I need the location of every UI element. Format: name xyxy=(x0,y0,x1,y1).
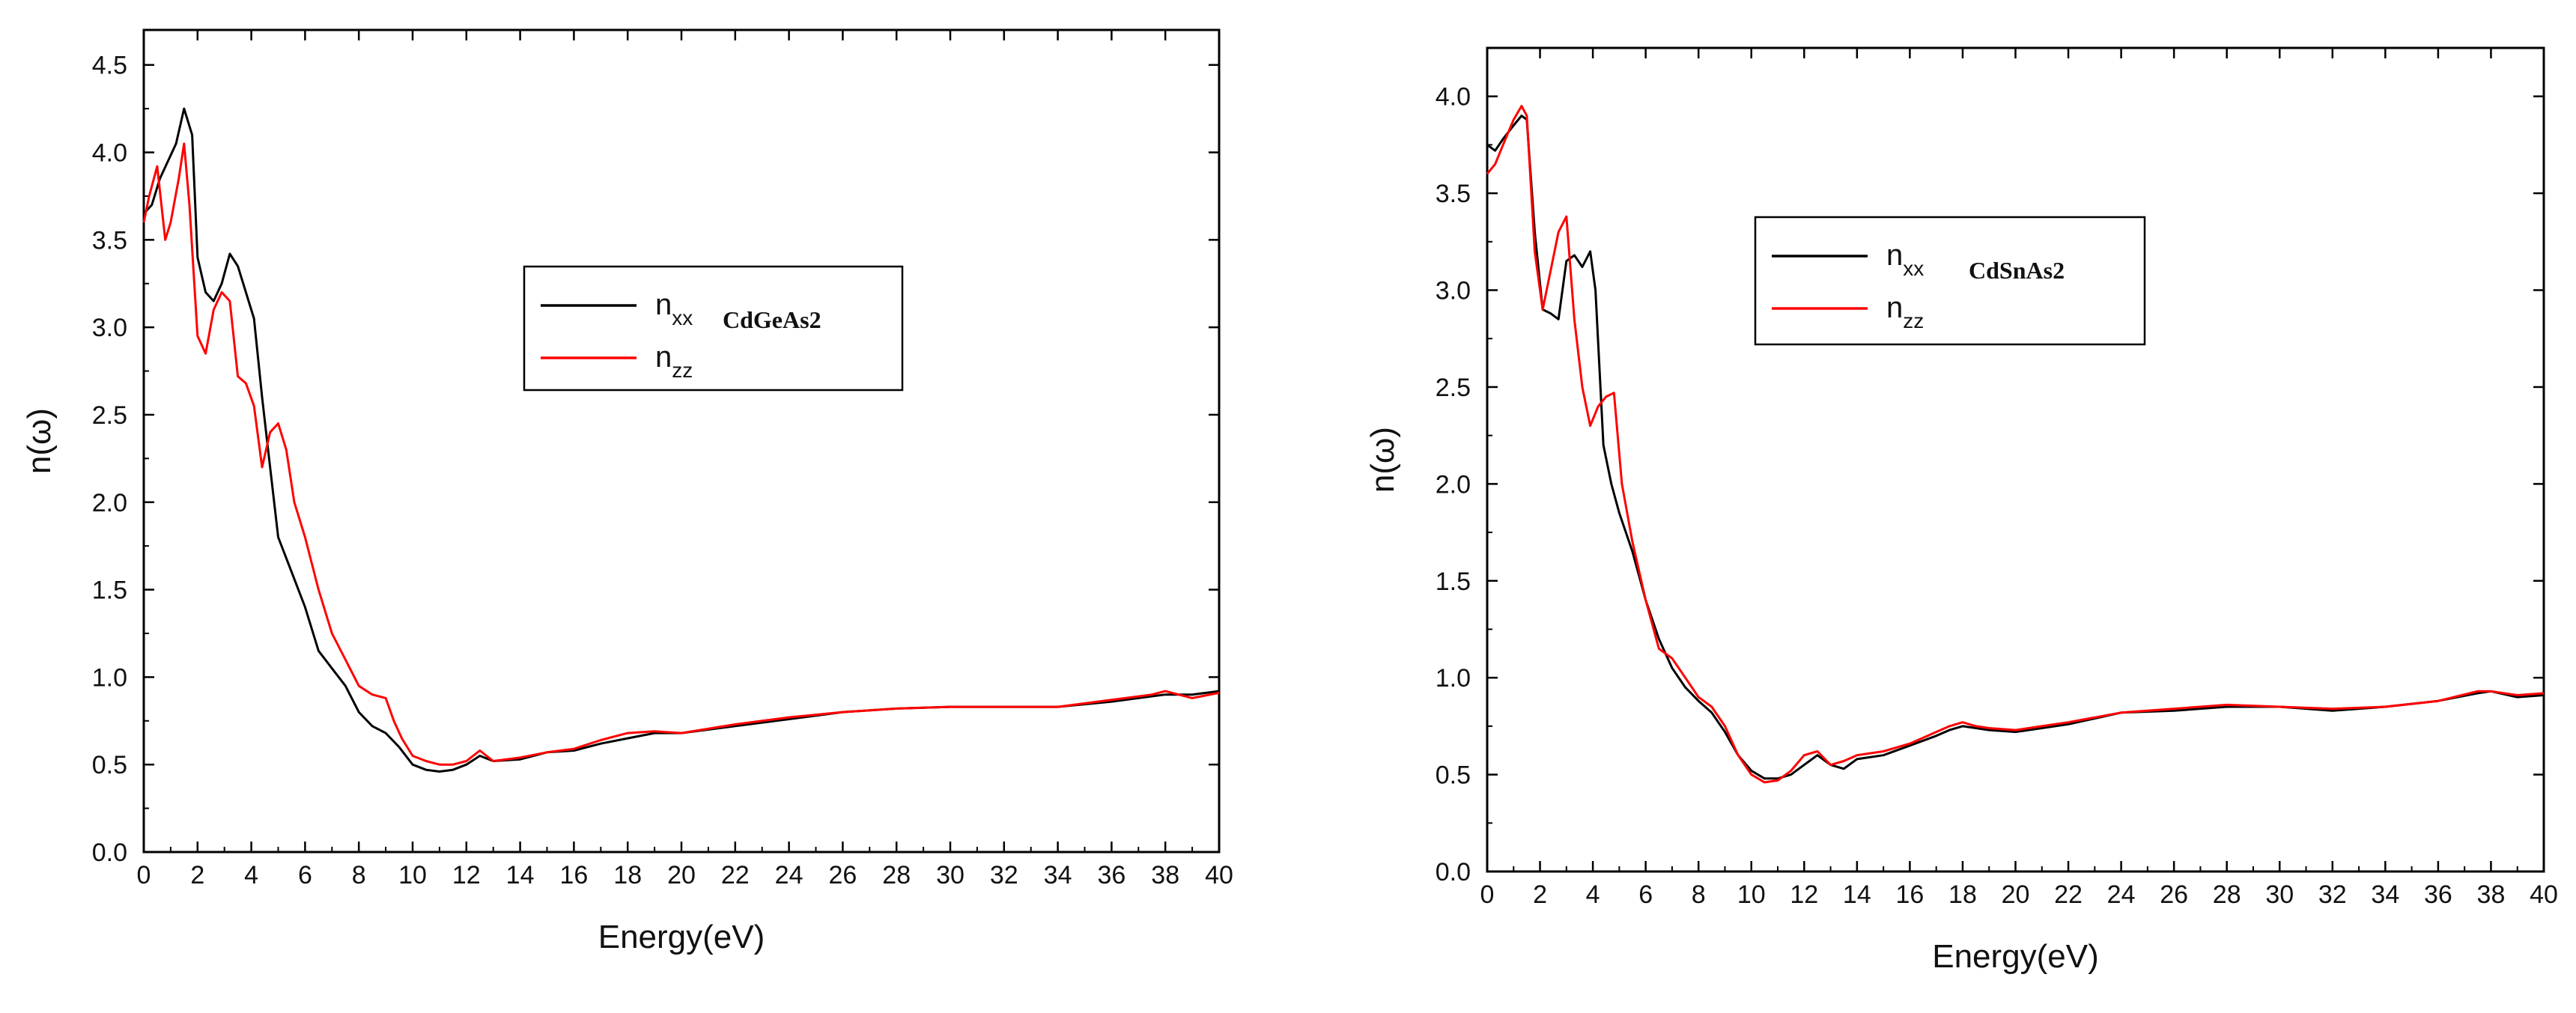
x-tick-label: 18 xyxy=(1948,880,1977,909)
x-tick-label: 28 xyxy=(882,861,911,889)
x-tick-label: 2 xyxy=(1533,880,1547,909)
x-tick-label: 40 xyxy=(1205,861,1233,889)
x-tick-label: 6 xyxy=(1638,880,1653,909)
plot-frame xyxy=(142,28,1221,854)
x-tick-label: 36 xyxy=(1097,861,1126,889)
x-tick-label: 20 xyxy=(667,861,696,889)
x-tick-label: 30 xyxy=(2265,880,2294,909)
legend-label-subscript: xx xyxy=(672,306,693,329)
legend-label-main: n xyxy=(655,341,672,374)
plot-frame xyxy=(1486,46,2545,873)
y-tick-label: 1.0 xyxy=(92,663,127,692)
x-tick-label: 12 xyxy=(452,861,481,889)
y-tick-label: 2.0 xyxy=(92,489,127,517)
x-tick-label: 24 xyxy=(2107,880,2136,909)
x-tick-label: 34 xyxy=(1044,861,1072,889)
chart-cdgeas2: 0 2 4 6 8 10 12 14 16 18 20 22 24 26 28 30 32 34 36 38 400.0… xyxy=(21,28,1233,955)
x-tick-label: 24 xyxy=(775,861,804,889)
x-tick-label: 30 xyxy=(936,861,965,889)
y-tick-label: 4.5 xyxy=(92,52,127,80)
x-tick-label: 22 xyxy=(721,861,750,889)
chart-cdsnas2: 0 2 4 6 8 10 12 14 16 18 20 22 24 26 28 30 32 34 36 38 400.0… xyxy=(1364,46,2558,975)
x-tick-label: 34 xyxy=(2371,880,2399,909)
x-tick-label: 6 xyxy=(298,861,312,889)
x-tick-label: 26 xyxy=(828,861,857,889)
x-tick-label: 2 xyxy=(190,861,204,889)
y-tick-label: 3.0 xyxy=(1436,277,1471,305)
x-tick-label: 22 xyxy=(2054,880,2083,909)
x-tick-label: 32 xyxy=(990,861,1018,889)
x-tick-label: 14 xyxy=(1843,880,1871,909)
y-tick-label: 4.0 xyxy=(92,139,127,168)
x-tick-label: 8 xyxy=(1692,880,1706,909)
y-tick-label: 0.5 xyxy=(92,751,127,779)
y-tick-label: 2.0 xyxy=(1436,470,1471,499)
x-tick-label: 10 xyxy=(398,861,427,889)
x-tick-label: 38 xyxy=(2477,880,2506,909)
y-tick-label: 0.0 xyxy=(92,839,127,867)
legend-label: nxx xyxy=(655,288,693,329)
legend-label: nzz xyxy=(1886,291,1924,332)
y-tick-label: 3.5 xyxy=(92,226,127,255)
legend-label-subscript: zz xyxy=(672,359,693,382)
legend-label-main: n xyxy=(655,288,672,321)
x-tick-label: 0 xyxy=(137,861,151,889)
y-tick-label: 1.0 xyxy=(1436,664,1471,693)
x-tick-label: 10 xyxy=(1737,880,1766,909)
legend-label: nzz xyxy=(655,341,693,382)
y-tick-label: 1.5 xyxy=(92,577,127,605)
x-tick-label: 28 xyxy=(2213,880,2241,909)
y-tick-label: 4.0 xyxy=(1436,83,1471,112)
x-tick-label: 16 xyxy=(559,861,588,889)
x-tick-label: 8 xyxy=(352,861,366,889)
x-tick-label: 18 xyxy=(613,861,642,889)
x-tick-label: 4 xyxy=(244,861,258,889)
y-tick-label: 3.0 xyxy=(92,314,127,342)
legend-label: nxx xyxy=(1886,239,1924,280)
y-tick-label: 3.5 xyxy=(1436,180,1471,208)
y-axis-title: n(ω) xyxy=(21,408,58,474)
x-tick-label: 12 xyxy=(1790,880,1818,909)
x-tick-label: 40 xyxy=(2530,880,2558,909)
series-line-nzz xyxy=(142,142,1220,766)
legend-label-main: n xyxy=(1886,291,1903,324)
x-tick-label: 38 xyxy=(1151,861,1179,889)
legend-label-main: n xyxy=(1886,239,1903,272)
x-tick-label: 0 xyxy=(1480,880,1495,909)
x-axis-title: Energy(eV) xyxy=(1932,938,2099,975)
series-line-nxx xyxy=(142,107,1220,773)
legend-material-label: CdSnAs2 xyxy=(1969,257,2065,284)
y-tick-label: 0.0 xyxy=(1436,858,1471,886)
legend-label-subscript: zz xyxy=(1903,309,1924,332)
legend-material-label: CdGeAs2 xyxy=(723,306,821,333)
x-tick-label: 32 xyxy=(2318,880,2347,909)
x-axis-title: Energy(eV) xyxy=(598,919,765,955)
legend-box xyxy=(523,265,904,392)
series-line-nxx xyxy=(1486,115,2545,780)
x-tick-label: 26 xyxy=(2160,880,2188,909)
y-tick-label: 1.5 xyxy=(1436,568,1471,596)
x-tick-label: 20 xyxy=(2002,880,2030,909)
x-tick-label: 14 xyxy=(506,861,535,889)
x-tick-label: 36 xyxy=(2424,880,2452,909)
y-tick-label: 2.5 xyxy=(1436,374,1471,402)
legend-box xyxy=(1754,216,2146,346)
y-tick-label: 2.5 xyxy=(92,401,127,430)
y-tick-label: 0.5 xyxy=(1436,761,1471,790)
x-tick-label: 4 xyxy=(1586,880,1600,909)
y-axis-title: n(ω) xyxy=(1364,427,1401,493)
series-line-nzz xyxy=(1486,105,2545,784)
legend-label-subscript: xx xyxy=(1903,257,1924,280)
x-tick-label: 16 xyxy=(1895,880,1924,909)
